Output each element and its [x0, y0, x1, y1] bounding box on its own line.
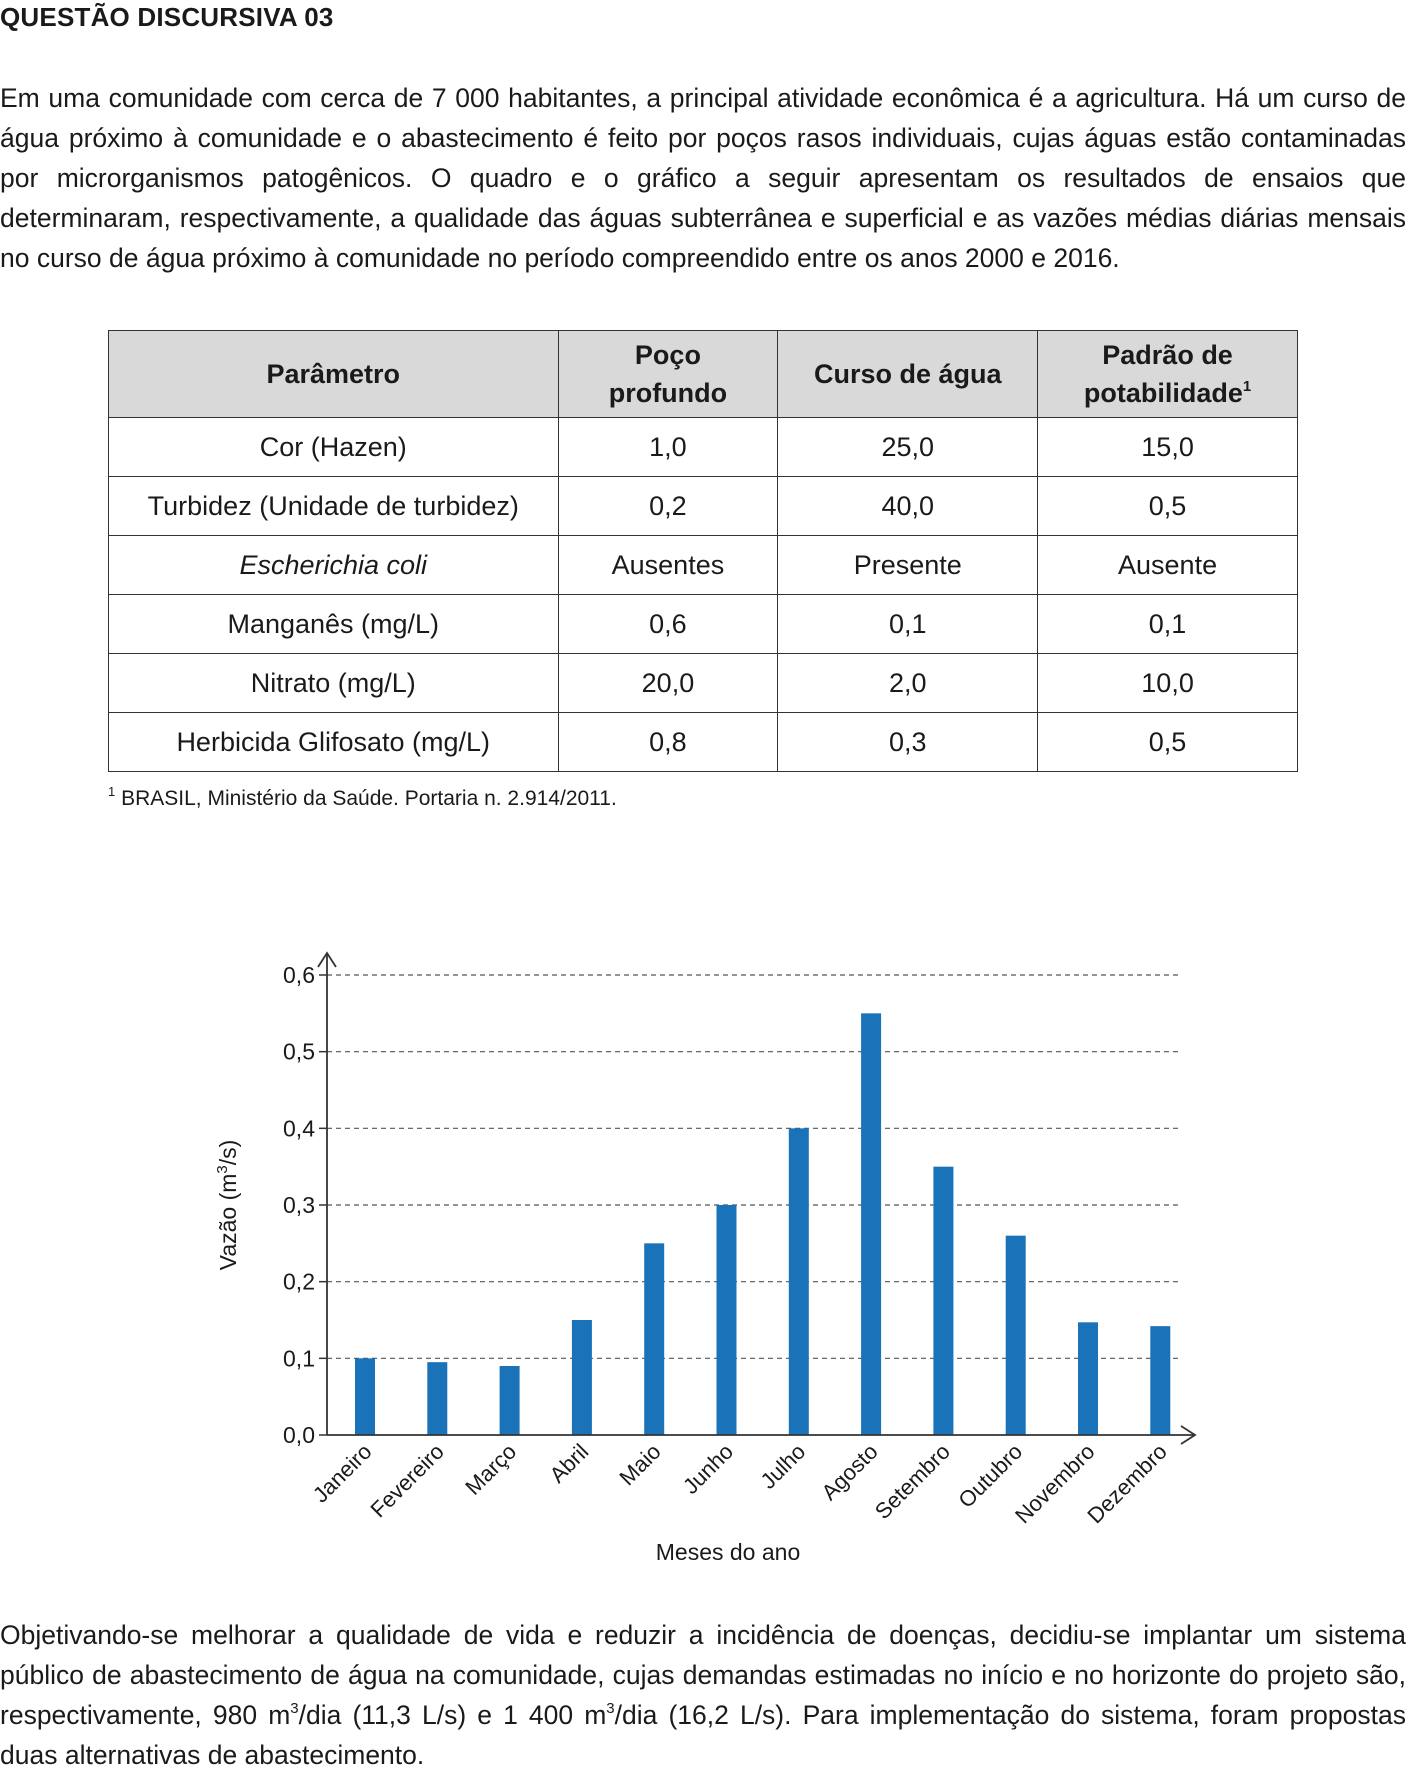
y-tick-label: 0,0: [283, 1422, 315, 1448]
header-parametro: Parâmetro: [108, 330, 559, 418]
x-tick-label: Dezembro: [1082, 1439, 1171, 1528]
bar: [1150, 1326, 1171, 1435]
cell-parametro: Turbidez (Unidade de turbidez): [108, 476, 559, 536]
bar: [571, 1320, 592, 1435]
x-tick-label: Março: [460, 1439, 521, 1500]
cell-curso: 2,0: [777, 653, 1039, 713]
cell-poco: 1,0: [557, 417, 779, 477]
water-quality-table: Parâmetro Poço profundo Curso de água Pa…: [108, 330, 1298, 772]
closing-text-2: /dia (11,3 L/s) e 1 400 m: [298, 1700, 607, 1730]
x-tick-label: Janeiro: [308, 1439, 377, 1508]
bar: [933, 1166, 954, 1435]
x-tick-label: Maio: [614, 1439, 665, 1490]
x-tick-label: Junho: [678, 1439, 738, 1499]
cell-padrao: 0,5: [1037, 476, 1298, 536]
bar: [861, 1013, 882, 1435]
x-tick-label: Fevereiro: [365, 1439, 448, 1522]
table-row: Nitrato (mg/L) 20,0 2,0 10,0: [108, 653, 1298, 713]
header-padrao-footnote-mark: 1: [1242, 378, 1252, 395]
cell-parametro: Cor (Hazen): [108, 417, 559, 477]
cell-parametro: Escherichia coli: [108, 535, 559, 595]
y-tick-label: 0,4: [283, 1115, 315, 1141]
x-axis-arrow-icon: [1180, 1425, 1197, 1445]
header-poco-profundo: Poço profundo: [557, 330, 779, 418]
footnote-mark: 1: [108, 784, 116, 799]
header-padrao-line1: Padrão de: [1102, 340, 1233, 370]
y-tick-label: 0,6: [283, 962, 315, 988]
table-row: Herbicida Glifosato (mg/L) 0,8 0,3 0,5: [108, 712, 1298, 772]
table-row: Manganês (mg/L) 0,6 0,1 0,1: [108, 594, 1298, 654]
x-tick-label: Julho: [755, 1439, 810, 1494]
closing-text-3: /dia (16,2 L/s). Para implementação do s…: [0, 1700, 1406, 1770]
x-tick-label: Abril: [545, 1439, 594, 1488]
cell-padrao: 15,0: [1037, 417, 1298, 477]
cell-poco: 0,2: [557, 476, 779, 536]
header-poco-line2: profundo: [608, 378, 728, 408]
cell-curso: 0,1: [777, 594, 1039, 654]
cell-curso: Presente: [777, 535, 1039, 595]
cell-curso: 40,0: [777, 476, 1039, 536]
cell-poco: 0,6: [557, 594, 779, 654]
bar: [644, 1243, 665, 1435]
table-footnote: 1 BRASIL, Ministério da Saúde. Portaria …: [108, 784, 617, 811]
closing-sup-1: 3: [290, 1700, 299, 1717]
cell-parametro: Nitrato (mg/L): [108, 653, 559, 713]
footnote-text: BRASIL, Ministério da Saúde. Portaria n.…: [121, 787, 617, 810]
y-tick-label: 0,3: [283, 1192, 315, 1218]
x-tick-label: Agosto: [817, 1439, 883, 1505]
header-padrao-potabilidade: Padrão de potabilidade1: [1037, 330, 1298, 418]
bar: [427, 1362, 448, 1435]
header-poco-line1: Poço: [634, 340, 701, 370]
table-row: Escherichia coli Ausentes Presente Ausen…: [108, 535, 1298, 595]
closing-text-1: Objetivando-se melhorar a qualidade de v…: [0, 1620, 1406, 1730]
cell-curso: 0,3: [777, 712, 1039, 772]
bar: [355, 1358, 375, 1435]
y-tick-label: 0,1: [283, 1345, 315, 1371]
table-row: Turbidez (Unidade de turbidez) 0,2 40,0 …: [108, 476, 1298, 536]
cell-parametro: Manganês (mg/L): [108, 594, 559, 654]
y-axis-title: Vazão (m3/s): [214, 1140, 241, 1271]
bar: [1005, 1235, 1026, 1435]
cell-parametro: Herbicida Glifosato (mg/L): [108, 712, 559, 772]
cell-padrao: 0,5: [1037, 712, 1298, 772]
header-padrao-line2: potabilidade: [1083, 378, 1243, 408]
cell-padrao: 0,1: [1037, 594, 1298, 654]
bar: [499, 1366, 520, 1435]
header-curso-de-agua: Curso de água: [777, 330, 1039, 418]
bar: [788, 1128, 809, 1435]
y-tick-label: 0,5: [283, 1039, 315, 1065]
y-axis-arrow-icon: [317, 951, 337, 968]
cell-padrao: 10,0: [1037, 653, 1298, 713]
cell-curso: 25,0: [777, 417, 1039, 477]
question-title: QUESTÃO DISCURSIVA 03: [0, 2, 334, 32]
cell-poco: 0,8: [557, 712, 779, 772]
closing-sup-2: 3: [606, 1700, 615, 1717]
x-tick-label: Setembro: [870, 1439, 955, 1524]
closing-paragraph: Objetivando-se melhorar a qualidade de v…: [0, 1615, 1406, 1775]
bar: [1078, 1322, 1098, 1435]
table-row: Cor (Hazen) 1,0 25,0 15,0: [108, 417, 1298, 477]
cell-poco: Ausentes: [557, 535, 779, 595]
x-axis-title: Meses do ano: [656, 1539, 800, 1565]
y-tick-label: 0,2: [283, 1269, 315, 1295]
cell-poco: 20,0: [557, 653, 779, 713]
x-tick-label: Outubro: [953, 1439, 1027, 1513]
cell-padrao: Ausente: [1037, 535, 1298, 595]
intro-paragraph: Em uma comunidade com cerca de 7 000 hab…: [0, 83, 1406, 273]
bar: [716, 1205, 737, 1435]
table-header-row: Parâmetro Poço profundo Curso de água Pa…: [108, 330, 1298, 418]
